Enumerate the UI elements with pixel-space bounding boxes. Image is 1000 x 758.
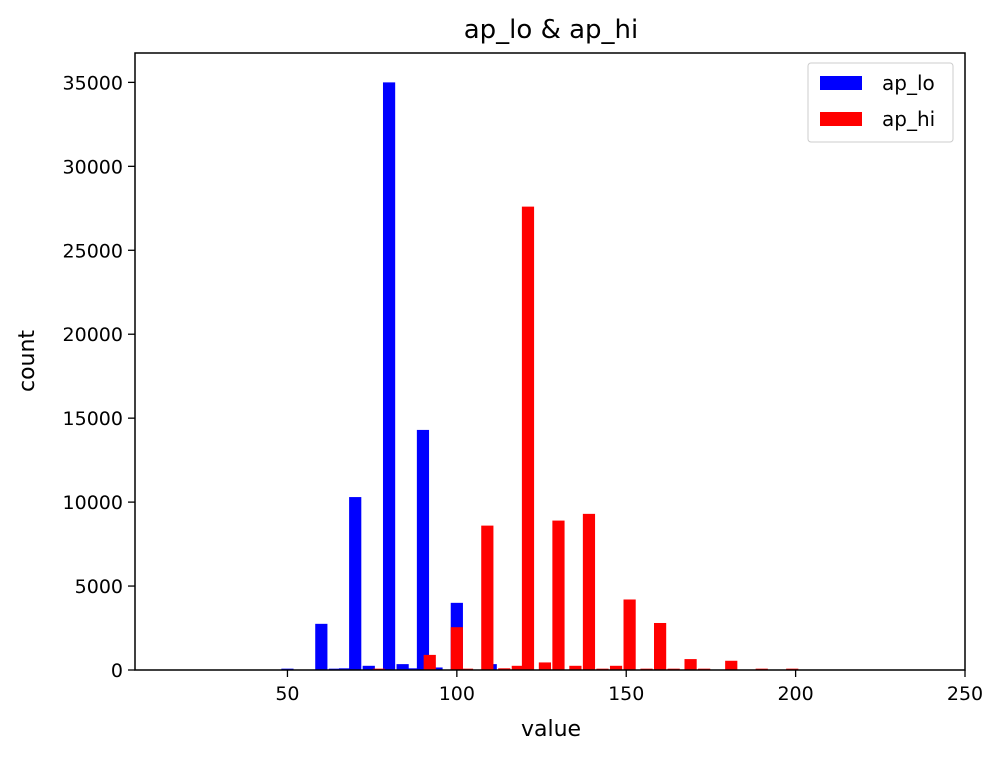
y-tick-label: 35000 — [63, 72, 123, 94]
bar-ap-hi-10 — [569, 665, 582, 670]
bar-ap-hi-9 — [552, 520, 565, 670]
y-tick-label: 20000 — [63, 324, 123, 346]
bar-ap-lo-4 — [349, 497, 362, 670]
bar-ap-lo-8 — [406, 668, 419, 670]
x-tick-label: 100 — [439, 683, 475, 705]
bar-ap-lo-9 — [416, 429, 430, 670]
bar-ap-lo-10 — [430, 667, 443, 670]
legend-label-ap-hi: ap_hi — [882, 107, 935, 131]
x-axis-ticks: 50 100 150 200 250 — [275, 670, 983, 705]
y-tick-label: 15000 — [63, 408, 123, 430]
bar-ap-hi-16 — [654, 622, 667, 670]
bar-ap-hi-2 — [450, 627, 463, 670]
bar-ap-lo-7 — [396, 664, 409, 670]
bar-ap-lo-3 — [338, 668, 352, 670]
y-tick-label: 25000 — [63, 240, 123, 262]
legend-swatch-ap-hi — [820, 112, 862, 126]
bar-ap-hi-11 — [582, 513, 596, 670]
x-tick-label: 250 — [947, 683, 983, 705]
y-tick-label: 5000 — [75, 576, 123, 598]
series-ap-hi — [372, 206, 799, 670]
x-tick-label: 50 — [275, 683, 299, 705]
plot-frame — [134, 52, 966, 671]
legend-swatch-ap-lo — [820, 76, 862, 90]
bars-layer — [281, 82, 799, 670]
bar-ap-hi-8 — [538, 662, 552, 670]
bar-ap-lo-5 — [362, 665, 375, 670]
x-tick-label: 200 — [777, 683, 813, 705]
bar-ap-hi-4 — [481, 525, 494, 670]
legend: ap_lo ap_hi — [807, 62, 954, 143]
bar-ap-hi-13 — [609, 665, 623, 670]
y-axis-label: count — [15, 330, 40, 392]
y-tick-label: 30000 — [63, 156, 123, 178]
bar-ap-hi-18 — [684, 659, 697, 670]
bar-ap-hi-5 — [498, 668, 511, 670]
bar-ap-hi-20 — [725, 660, 738, 670]
bar-ap-hi-14 — [623, 599, 636, 670]
y-tick-label: 0 — [111, 660, 123, 682]
bar-ap-lo-1 — [315, 623, 328, 670]
bar-ap-hi-1 — [423, 654, 436, 670]
chart-title: ap_lo & ap_hi — [464, 15, 639, 45]
bar-ap-lo-6 — [382, 82, 396, 670]
x-tick-label: 150 — [608, 683, 644, 705]
y-tick-label: 10000 — [63, 492, 123, 514]
bar-ap-hi-7 — [521, 206, 535, 670]
y-axis-ticks: 0 5000 10000 15000 20000 25000 30000 35000 — [63, 72, 135, 682]
bar-ap-hi-6 — [511, 665, 524, 670]
legend-label-ap-lo: ap_lo — [882, 71, 935, 95]
x-axis-label: value — [521, 717, 581, 742]
